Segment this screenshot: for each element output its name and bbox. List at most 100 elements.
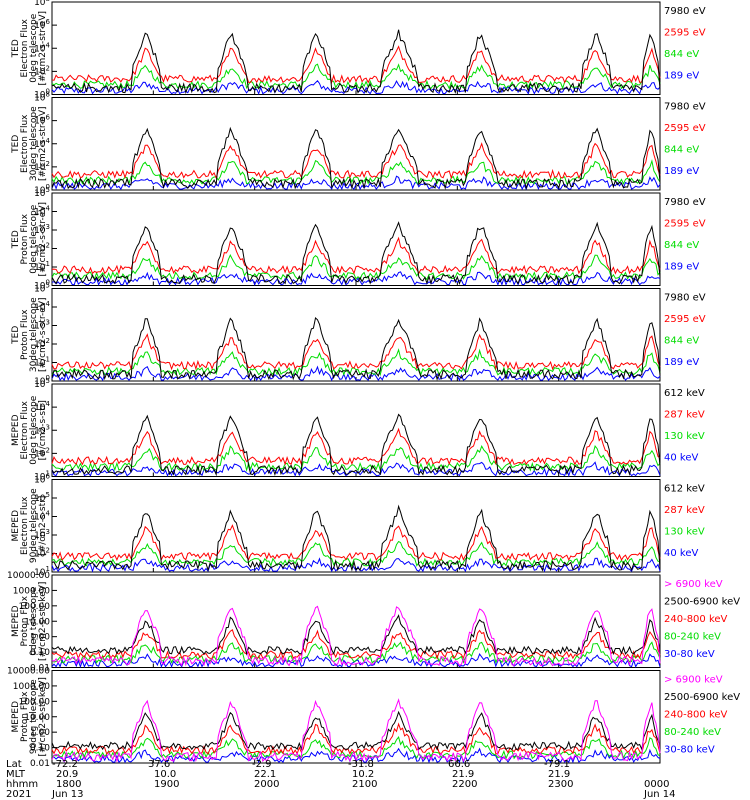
panel-frame	[51, 574, 661, 668]
legend-entry: 189 eV	[664, 166, 699, 177]
mlt-value: 10.2	[352, 769, 375, 780]
legend-entry: 80-240 keV	[664, 631, 721, 642]
series-trace	[51, 126, 661, 190]
legend-entry: 30-80 keV	[664, 649, 715, 660]
y-axis-label: MEPEDProton Flux0deg telescope[#/cm2-s-s…	[11, 582, 48, 661]
series-trace	[51, 413, 661, 477]
row-label-hhmm: hhmm	[6, 779, 39, 790]
lat-value: -2.9	[252, 759, 272, 770]
legend-entry: 130 keV	[664, 527, 705, 538]
series-trace	[51, 710, 661, 752]
legend-entry: 612 keV	[664, 484, 705, 495]
series-trace	[51, 254, 661, 281]
y-tick-label: 0.10	[30, 744, 50, 754]
panel-6: 0.010.101.0010.00100.001000.0010000.00ME…	[7, 571, 740, 674]
series-trace	[51, 504, 661, 572]
mlt-value: 22.1	[254, 769, 277, 780]
series-trace	[51, 641, 661, 665]
legend-entry: > 6900 keV	[664, 579, 723, 590]
mlt-value: 21.9	[452, 769, 475, 780]
panel-7: 0.01 0.10 1.00 10.00 100.00 1000.00 10000.00ME…	[7, 667, 740, 770]
y-axis-label: MEPEDElectron Flux90deg telescope[#/cm2-…	[11, 488, 48, 563]
legend-entry: 40 keV	[664, 453, 698, 464]
hhmm-value: 2100	[352, 779, 378, 790]
y-tick-label: 10.00	[24, 617, 50, 627]
date-label: Jun 13	[52, 789, 84, 800]
series-trace	[51, 540, 661, 567]
y-axis-label: TEDProton Flux30deg telescope[#/cm2-s-st…	[11, 297, 48, 372]
series-trace	[51, 605, 661, 667]
legend-entry: 130 keV	[664, 431, 705, 442]
legend-entry: 30-80 keV	[664, 744, 715, 755]
y-tick-label: 1000.00	[13, 682, 50, 692]
series-trace	[51, 698, 661, 763]
y-tick-label: 10000.00	[7, 667, 50, 677]
legend-entry: 844 eV	[664, 145, 699, 156]
lat-value: -31.8	[348, 759, 374, 770]
y-tick-label: 100.00	[19, 602, 51, 612]
lat-value: -79.1	[544, 759, 570, 770]
series-trace	[51, 80, 661, 95]
series-trace	[51, 142, 661, 180]
series-trace	[51, 333, 661, 371]
legend-entry: 612 keV	[664, 388, 705, 399]
y-tick-label: 1.00	[30, 728, 50, 738]
date-label: Jun 14	[644, 789, 676, 800]
y-axis-label: TEDElectron Flux0deg telescope[#/cm2-s-s…	[11, 11, 48, 86]
series-trace	[51, 629, 661, 661]
legend-entry: 189 eV	[664, 71, 699, 82]
series-trace	[51, 236, 661, 275]
legend-entry: 287 keV	[664, 505, 705, 516]
series-trace	[51, 317, 661, 381]
y-tick-label: 10.00	[24, 713, 50, 723]
legend-entry: 7980 eV	[664, 293, 706, 304]
y-tick-label: 10000.00	[7, 571, 50, 581]
series-trace	[51, 221, 661, 286]
legend-entry: 2500-6900 keV	[664, 692, 740, 703]
y-tick-label: 0.01	[30, 664, 50, 674]
legend-entry: 287 keV	[664, 410, 705, 421]
legend-entry: 2595 eV	[664, 123, 706, 134]
y-tick-label: 100.00	[19, 697, 51, 707]
series-trace	[51, 524, 661, 562]
legend-entry: 2595 eV	[664, 219, 706, 230]
hhmm-value: 2000	[254, 779, 280, 790]
legend-entry: 2500-6900 keV	[664, 596, 740, 607]
mlt-value: 10.0	[154, 769, 177, 780]
legend-entry: 240-800 keV	[664, 614, 728, 625]
row-label-lat: Lat	[6, 759, 22, 770]
hhmm-value: 1900	[154, 779, 180, 790]
legend-entry: 80-240 keV	[664, 727, 721, 738]
y-tick-label: 1000.00	[13, 586, 50, 596]
legend-entry: 2595 eV	[664, 28, 706, 39]
lat-value: -72.2	[52, 759, 78, 770]
series-trace	[51, 365, 661, 382]
hhmm-value: 0000	[644, 779, 670, 790]
legend-entry: 189 eV	[664, 262, 699, 273]
y-tick-label: 0.10	[30, 648, 50, 658]
legend-entry: 240-800 keV	[664, 709, 728, 720]
series-trace	[51, 444, 661, 473]
y-tick-label: 0.01	[30, 759, 50, 769]
lat-value: 66.6	[448, 759, 471, 770]
panel-frame	[51, 288, 661, 382]
legend-entry: 844 eV	[664, 49, 699, 60]
y-axis-label: MEPEDElectron Flux0deg telescope[#/cm2-s…	[11, 395, 48, 465]
panel-frame	[51, 192, 661, 286]
mlt-value: 21.9	[548, 769, 571, 780]
series-trace	[51, 159, 661, 186]
lat-value: 37.6	[148, 759, 171, 770]
panel-frame	[51, 479, 661, 573]
y-tick-label: 108	[34, 0, 50, 8]
hhmm-value: 1800	[56, 779, 82, 790]
legend-entry: 40 keV	[664, 548, 698, 559]
panel-frame	[51, 670, 661, 764]
y-axis-label: TEDProton Flux0deg telescope[#/cm2-s-str…	[11, 202, 48, 277]
y-axis-label: TEDElectron Flux30deg telescope[#/cm2-s-…	[11, 106, 48, 181]
